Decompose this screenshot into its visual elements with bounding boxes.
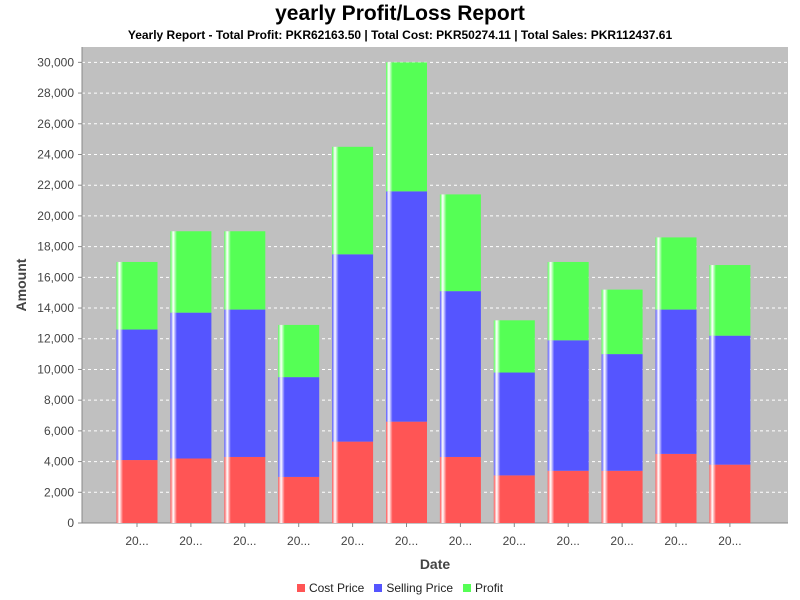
legend-swatch-selling-price (374, 584, 383, 592)
bar-selling-price (493, 372, 535, 476)
y-tick-label: 28,000 (37, 86, 74, 100)
y-tick-label: 24,000 (37, 147, 74, 161)
bar-cost-price (386, 421, 427, 523)
y-tick-label: 22,000 (37, 178, 74, 192)
y-axis-label: Amount (13, 258, 29, 311)
bar-profit (709, 265, 751, 336)
bar-selling-price (170, 312, 212, 459)
x-tick-label: 20... (557, 534, 580, 548)
bar-cost-price (170, 458, 212, 523)
x-tick-label: 20... (287, 534, 310, 548)
bar-profit (224, 231, 266, 310)
legend-item-selling-price: Selling Price (374, 581, 453, 595)
x-tick-label: 20... (718, 534, 741, 548)
chart-title: yearly Profit/Loss Report (275, 2, 525, 25)
x-tick-label: 20... (341, 534, 364, 548)
bar-profit (170, 231, 212, 313)
y-tick-label: 2,000 (44, 485, 74, 499)
bar-selling-price (601, 354, 643, 471)
x-tick-label: 20... (125, 534, 148, 548)
y-tick-label: 18,000 (37, 240, 74, 254)
y-tick-label: 30,000 (37, 55, 74, 69)
bar-profit (601, 289, 643, 355)
x-tick-label: 20... (610, 534, 633, 548)
x-tick-label: 20... (449, 534, 472, 548)
bar-cost-price (116, 460, 158, 523)
legend-label-cost-price: Cost Price (308, 581, 365, 595)
legend: Cost Price Selling Price Profit (0, 581, 800, 595)
legend-label-profit: Profit (475, 581, 504, 595)
legend-item-profit: Profit (463, 581, 503, 595)
legend-item-cost-price: Cost Price (296, 581, 365, 595)
bar-profit (278, 324, 320, 378)
y-tick-label: 20,000 (37, 209, 74, 223)
y-tick-label: 16,000 (37, 270, 74, 284)
bar-cost-price (278, 476, 320, 523)
bar-selling-price (439, 291, 481, 457)
y-tick-label: 10,000 (37, 362, 74, 376)
legend-label-selling-price: Selling Price (386, 581, 454, 595)
bar-selling-price (278, 377, 320, 477)
y-tick-label: 14,000 (37, 301, 74, 315)
y-tick-label: 26,000 (37, 117, 74, 131)
y-tick-label: 4,000 (44, 455, 74, 469)
x-axis-label: Date (420, 556, 451, 572)
x-tick-label: 20... (233, 534, 256, 548)
y-tick-label: 8,000 (44, 393, 74, 407)
bar-selling-price (386, 191, 427, 422)
bar-profit (332, 146, 374, 255)
bar-cost-price (601, 470, 643, 523)
bar-profit (386, 62, 427, 192)
bar-cost-price (493, 475, 535, 523)
bar-cost-price (439, 456, 481, 523)
bar-cost-price (224, 456, 266, 523)
bar-cost-price (655, 453, 697, 523)
bar-selling-price (332, 254, 374, 442)
y-tick-label: 6,000 (44, 424, 74, 438)
legend-swatch-profit (463, 584, 472, 592)
x-tick-label: 20... (179, 534, 202, 548)
bar-profit (547, 261, 589, 341)
bar-profit (439, 194, 481, 292)
y-tick-label: 0 (67, 516, 74, 530)
bar-selling-price (709, 335, 751, 465)
bar-selling-price (655, 309, 697, 454)
bar-profit (655, 237, 697, 310)
bar-cost-price (709, 464, 751, 523)
bar-selling-price (116, 329, 158, 461)
bar-profit (116, 261, 158, 330)
bar-profit (493, 320, 535, 373)
x-tick-label: 20... (664, 534, 687, 548)
x-tick-label: 20... (395, 534, 418, 548)
bar-cost-price (332, 441, 374, 523)
x-tick-label: 20... (503, 534, 526, 548)
bar-selling-price (547, 340, 589, 471)
y-tick-label: 12,000 (37, 332, 74, 346)
bar-selling-price (224, 309, 266, 457)
legend-swatch-cost-price (296, 584, 305, 592)
chart-subtitle: Yearly Report - Total Profit: PKR62163.5… (127, 28, 673, 42)
bar-cost-price (547, 470, 589, 523)
